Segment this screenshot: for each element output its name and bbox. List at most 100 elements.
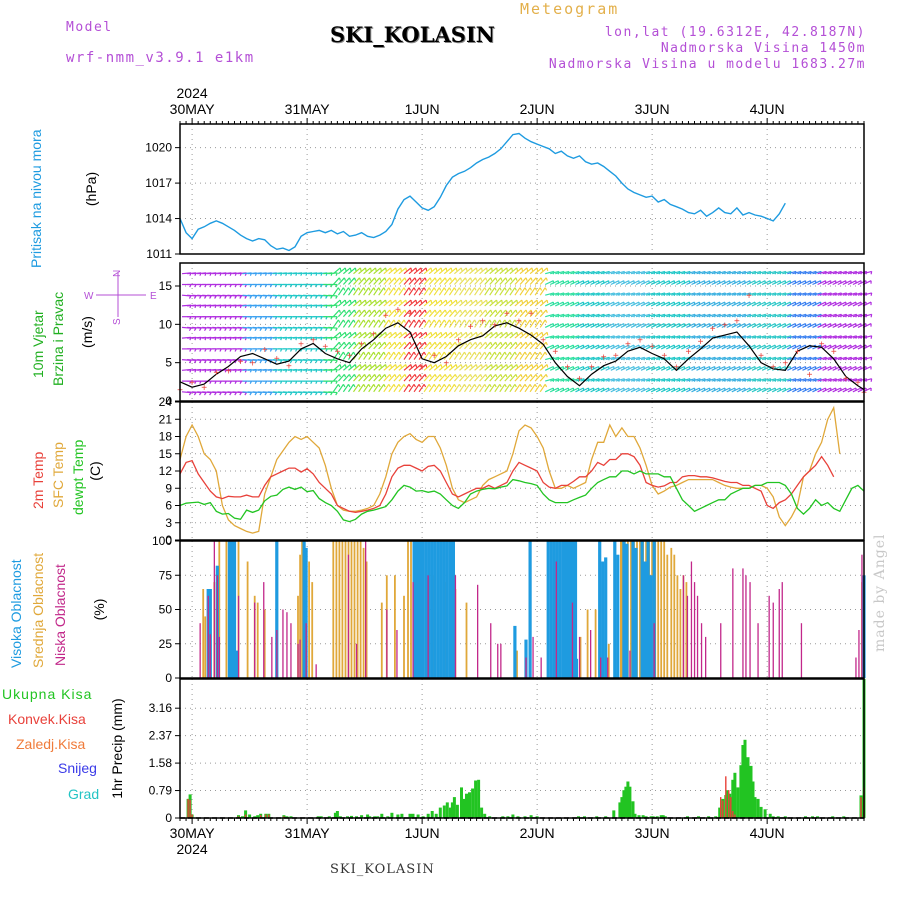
wind-barb-flag <box>509 319 512 323</box>
wind-barb-flag <box>294 327 298 332</box>
wind-barb-flag <box>359 299 362 304</box>
wind-barb <box>504 383 511 393</box>
wind-barb <box>731 292 741 296</box>
precip-bar-total <box>776 816 780 818</box>
precip-bar-total <box>430 811 434 818</box>
wind-barb-flag <box>535 374 538 378</box>
wind-barb <box>802 335 812 339</box>
wind-barb <box>464 287 470 296</box>
wind-barb-flag <box>234 392 237 396</box>
wind-barb <box>676 335 686 339</box>
precip-bar-convective <box>283 816 285 818</box>
wind-barb-flag <box>475 277 478 281</box>
wind-barb-flag <box>234 327 237 332</box>
wind-gust-marker: + <box>347 351 353 362</box>
wind-barb <box>620 365 630 371</box>
wind-barb <box>741 378 751 382</box>
wind-barb <box>852 378 862 382</box>
wind-barb <box>459 309 466 318</box>
wind-barb-flag <box>453 319 457 323</box>
wind-barb-flag <box>325 360 328 364</box>
wind-barb-flag <box>424 277 427 281</box>
wind-barb-flag <box>244 392 248 396</box>
cloud-bar-mid <box>586 609 589 678</box>
wind-barb <box>529 267 538 275</box>
wind-barb <box>388 373 396 382</box>
wind-barb <box>676 387 685 393</box>
wind-barb-flag <box>373 384 376 388</box>
wind-barb <box>342 319 349 328</box>
precip-bar-total <box>577 816 580 818</box>
wind-barb <box>837 292 847 296</box>
wind-gust-marker: + <box>564 363 570 374</box>
wind-barb-flag <box>384 374 387 378</box>
wind-gust-marker: + <box>238 357 244 368</box>
wind-barb <box>565 292 575 296</box>
wind-barb <box>777 270 787 275</box>
wind-barb <box>499 373 507 382</box>
wind-barb <box>605 313 615 318</box>
wind-barb-flag <box>480 267 483 272</box>
wind-barb <box>459 383 465 393</box>
wind-barb-flag <box>464 374 468 378</box>
wind-barb <box>736 323 746 328</box>
wind-barb-flag <box>506 267 508 272</box>
wind-tick-label: 5 <box>165 356 172 370</box>
wind-tick-label: 0 <box>165 394 172 408</box>
wind-barb <box>550 378 560 382</box>
wind-barb-flag <box>279 392 283 396</box>
wind-barb <box>388 287 395 296</box>
wind-barb-flag <box>496 299 498 304</box>
wind-barb <box>736 356 746 361</box>
wind-barb-flag <box>374 309 377 314</box>
wind-barb <box>479 267 487 275</box>
wind-barb-flag <box>516 299 519 304</box>
wind-barb <box>787 378 797 382</box>
wind-barb-flag <box>438 384 442 388</box>
wind-barb <box>857 292 867 296</box>
wind-barb <box>428 351 435 360</box>
wind-barb <box>777 378 787 382</box>
wind-barb-flag <box>188 327 192 332</box>
wind-barb <box>776 301 786 307</box>
wind-barb-flag <box>349 364 352 368</box>
precip-bar-total <box>631 801 635 818</box>
wind-barb-flag <box>534 287 538 291</box>
wind-barb <box>797 378 807 382</box>
wind-gust-marker: + <box>371 330 377 341</box>
wind-barb <box>802 301 811 307</box>
wind-barb <box>595 280 605 286</box>
wind-barb <box>529 341 537 350</box>
wind-barb-flag <box>325 295 328 299</box>
wind-barb-flag <box>410 364 413 368</box>
wind-barb-flag <box>393 287 396 291</box>
wind-barb <box>438 319 445 328</box>
cloud-bar-low <box>772 602 774 678</box>
precip-bar-total <box>763 809 767 818</box>
wind-barb <box>585 323 594 328</box>
wind-barb-flag <box>444 374 447 378</box>
wind-barb-flag <box>269 327 273 332</box>
wind-barb <box>787 301 796 307</box>
wind-barb-flag <box>541 299 544 304</box>
wind-barb <box>610 378 620 382</box>
wind-barb-flag <box>249 327 253 332</box>
wind-barb <box>469 299 477 307</box>
wind-barb <box>348 364 356 371</box>
wind-barb <box>691 313 701 318</box>
wind-barb <box>580 323 589 328</box>
wind-barb-flag <box>470 364 473 368</box>
wind-barb-flag <box>408 351 412 356</box>
wind-barb-flag <box>404 374 407 378</box>
wind-barb <box>484 299 492 307</box>
wind-barb <box>736 292 746 296</box>
wind-barb <box>807 356 817 361</box>
wind-barb-flag <box>433 351 437 356</box>
wind-barb <box>403 319 410 328</box>
wind-barb <box>332 267 341 275</box>
wind-barb <box>741 270 751 275</box>
wind-barb <box>555 365 564 371</box>
wind-barb-flag <box>219 392 222 396</box>
wind-barb <box>565 335 575 339</box>
